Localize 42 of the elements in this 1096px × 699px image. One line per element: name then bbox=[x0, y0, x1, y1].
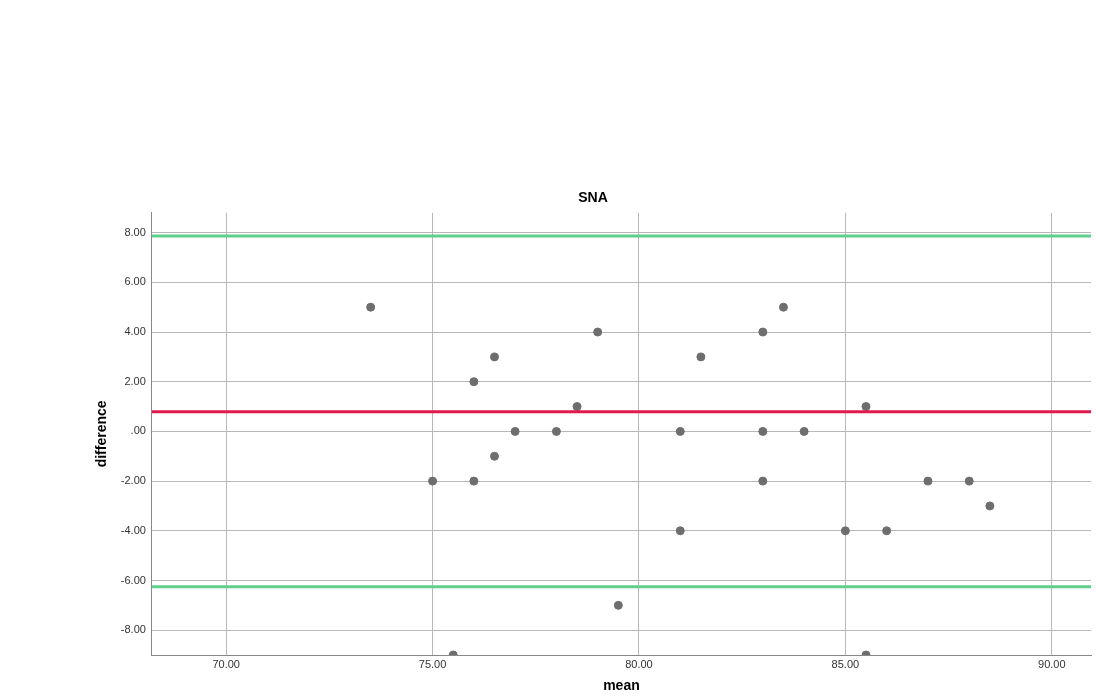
y-tick-label: 4.00 bbox=[124, 325, 146, 338]
point bbox=[428, 476, 438, 486]
point bbox=[758, 426, 768, 436]
point bbox=[923, 476, 933, 486]
point bbox=[778, 302, 788, 312]
x-tick-label: 90.00 bbox=[1038, 657, 1066, 670]
y-tick-label: 6.00 bbox=[124, 275, 146, 288]
point bbox=[593, 327, 603, 337]
point bbox=[490, 352, 499, 362]
point bbox=[613, 600, 623, 610]
y-tick-label: -6.00 bbox=[120, 573, 146, 586]
point bbox=[696, 352, 706, 362]
point bbox=[366, 302, 376, 312]
x-tick-label: 80.00 bbox=[625, 657, 653, 670]
point bbox=[510, 426, 520, 436]
y-tick-label: 8.00 bbox=[124, 225, 146, 238]
point bbox=[840, 526, 850, 536]
point bbox=[799, 426, 809, 436]
point bbox=[469, 476, 479, 486]
chart-title: SNA bbox=[578, 189, 608, 206]
point bbox=[469, 377, 479, 387]
x-tick-label: 85.00 bbox=[831, 657, 860, 670]
point bbox=[675, 426, 685, 436]
point bbox=[985, 501, 995, 511]
y-tick-label: .00 bbox=[130, 424, 146, 437]
y-tick-label: -2.00 bbox=[120, 474, 146, 487]
point bbox=[490, 451, 499, 461]
x-tick-label: 75.00 bbox=[418, 657, 447, 670]
y-tick-label: 2.00 bbox=[124, 374, 146, 387]
x-axis-title: mean bbox=[603, 677, 640, 694]
point bbox=[675, 526, 685, 536]
y-tick-label: -8.00 bbox=[120, 623, 146, 636]
point bbox=[551, 426, 561, 436]
point bbox=[758, 327, 768, 337]
point bbox=[572, 402, 582, 412]
point bbox=[758, 476, 768, 486]
y-tick-label: -4.00 bbox=[120, 523, 146, 536]
point bbox=[964, 476, 974, 486]
point bbox=[861, 402, 871, 412]
point bbox=[882, 526, 892, 536]
y-axis-title: difference bbox=[93, 400, 110, 468]
x-tick-label: 70.00 bbox=[212, 657, 240, 670]
